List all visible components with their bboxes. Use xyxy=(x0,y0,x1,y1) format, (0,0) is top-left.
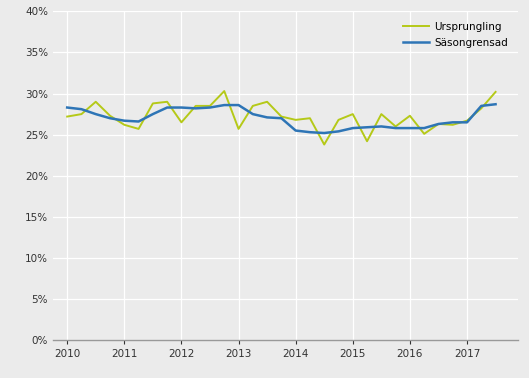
Ursprungling xyxy=(364,139,370,144)
Ursprungling xyxy=(250,104,256,108)
Ursprungling xyxy=(492,90,499,94)
Säsongrensad xyxy=(93,112,99,116)
Ursprungling xyxy=(450,122,456,127)
Säsongrensad xyxy=(264,115,270,120)
Ursprungling xyxy=(64,114,70,119)
Ursprungling xyxy=(278,114,285,119)
Säsongrensad xyxy=(235,103,242,107)
Säsongrensad xyxy=(121,118,127,123)
Säsongrensad xyxy=(78,107,85,112)
Ursprungling xyxy=(107,113,113,118)
Säsongrensad xyxy=(364,125,370,130)
Ursprungling xyxy=(264,99,270,104)
Säsongrensad xyxy=(393,126,399,130)
Ursprungling xyxy=(150,101,156,106)
Ursprungling xyxy=(350,112,356,116)
Ursprungling xyxy=(235,127,242,131)
Säsongrensad xyxy=(64,105,70,110)
Säsongrensad xyxy=(421,126,427,130)
Säsongrensad xyxy=(135,119,142,124)
Ursprungling xyxy=(135,127,142,131)
Säsongrensad xyxy=(221,103,227,107)
Ursprungling xyxy=(121,122,127,127)
Säsongrensad xyxy=(464,120,470,125)
Säsongrensad xyxy=(207,105,213,110)
Legend: Ursprungling, Säsongrensad: Ursprungling, Säsongrensad xyxy=(398,17,513,53)
Säsongrensad xyxy=(450,120,456,125)
Ursprungling xyxy=(78,112,85,116)
Ursprungling xyxy=(221,89,227,93)
Ursprungling xyxy=(321,142,327,147)
Ursprungling xyxy=(478,106,485,111)
Ursprungling xyxy=(464,118,470,123)
Ursprungling xyxy=(207,104,213,108)
Säsongrensad xyxy=(278,116,285,121)
Säsongrensad xyxy=(407,126,413,130)
Säsongrensad xyxy=(107,116,113,121)
Ursprungling xyxy=(421,132,427,136)
Säsongrensad xyxy=(178,105,185,110)
Ursprungling xyxy=(293,118,299,122)
Ursprungling xyxy=(393,124,399,129)
Säsongrensad xyxy=(150,112,156,116)
Ursprungling xyxy=(335,118,342,122)
Ursprungling xyxy=(435,122,442,126)
Ursprungling xyxy=(93,99,99,104)
Säsongrensad xyxy=(378,124,385,129)
Säsongrensad xyxy=(164,105,170,110)
Ursprungling xyxy=(307,116,313,121)
Säsongrensad xyxy=(350,126,356,130)
Ursprungling xyxy=(378,112,385,116)
Ursprungling xyxy=(407,113,413,118)
Säsongrensad xyxy=(321,131,327,135)
Säsongrensad xyxy=(478,104,485,108)
Ursprungling xyxy=(193,104,199,108)
Säsongrensad xyxy=(193,106,199,111)
Säsongrensad xyxy=(307,130,313,135)
Ursprungling xyxy=(164,99,170,104)
Ursprungling xyxy=(178,120,185,125)
Line: Säsongrensad: Säsongrensad xyxy=(67,104,496,133)
Säsongrensad xyxy=(250,112,256,116)
Säsongrensad xyxy=(293,128,299,133)
Säsongrensad xyxy=(335,129,342,134)
Säsongrensad xyxy=(492,102,499,107)
Säsongrensad xyxy=(435,122,442,126)
Line: Ursprungling: Ursprungling xyxy=(67,91,496,144)
